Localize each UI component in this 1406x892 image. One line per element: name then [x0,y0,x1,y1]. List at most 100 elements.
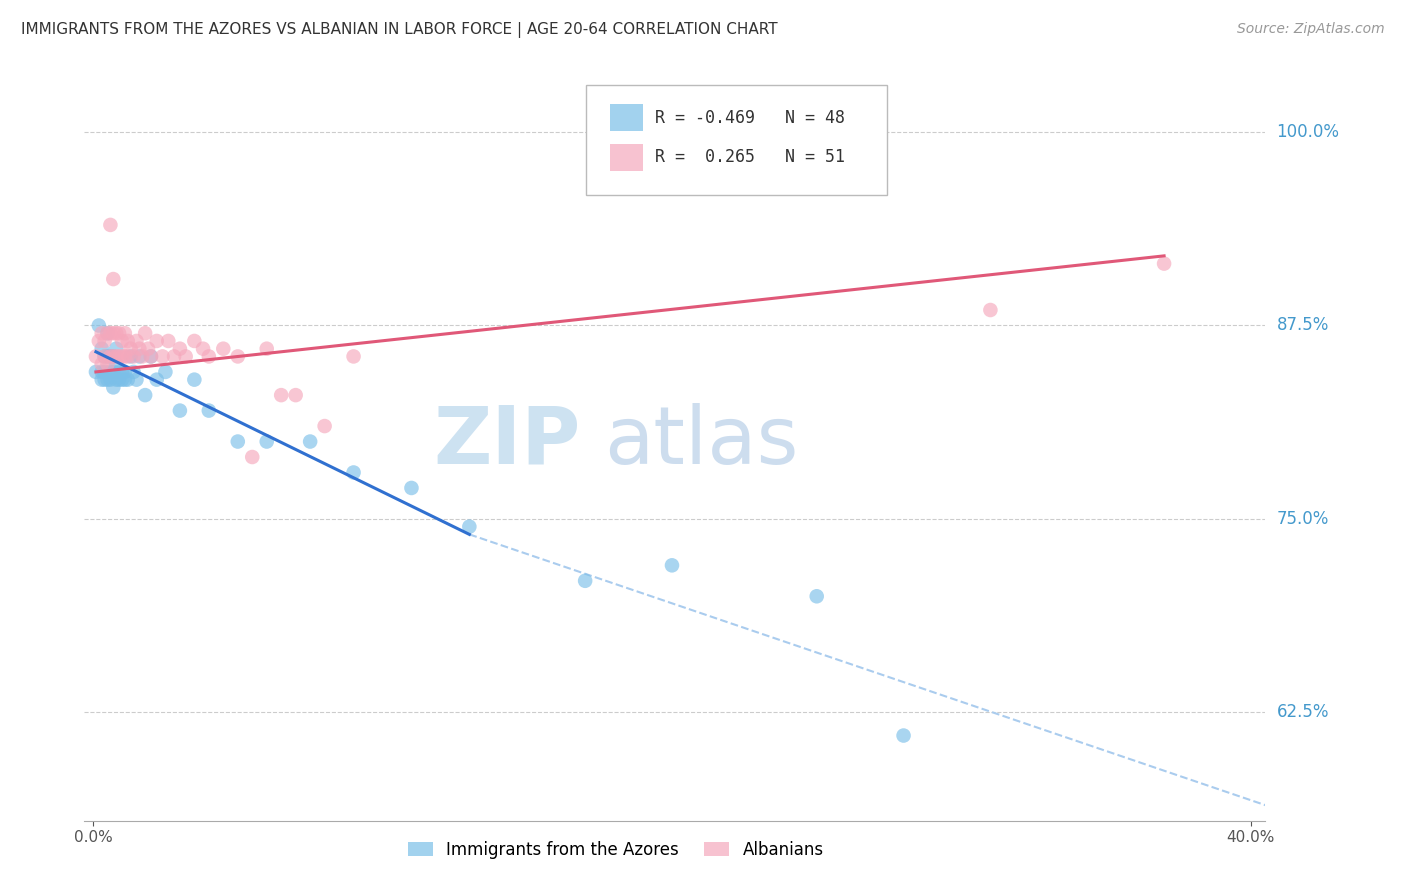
Point [105,373,128,387]
Point [90,365,112,379]
Point [105,357,128,371]
Point [342,350,364,364]
Point [96,326,118,341]
Point [90,342,112,356]
Point [128,350,150,364]
Point [87,334,110,348]
Point [111,365,134,379]
Point [93,350,115,364]
Point [90,326,112,341]
Point [163,350,186,364]
Point [270,388,292,402]
Point [114,350,136,364]
Point [93,350,115,364]
Point [128,342,150,356]
Point [114,326,136,341]
Point [96,350,118,364]
Text: atlas: atlas [605,402,799,481]
Point [105,350,128,364]
Point [93,365,115,379]
FancyBboxPatch shape [610,104,643,131]
Point [174,350,197,364]
Point [100,373,122,387]
Point [96,357,118,371]
Point [191,342,214,356]
Point [299,434,322,449]
Point [117,334,139,348]
Text: R = -0.469   N = 48: R = -0.469 N = 48 [655,109,845,127]
Point [212,342,235,356]
Point [145,334,167,348]
Point [125,373,148,387]
Point [111,373,134,387]
Point [105,342,128,356]
Point [103,380,125,394]
Point [100,350,122,364]
Point [134,388,156,402]
Point [1153,257,1175,271]
Point [117,350,139,364]
Legend: Immigrants from the Azores, Albanians: Immigrants from the Azores, Albanians [401,834,831,865]
Point [284,388,307,402]
Point [183,334,205,348]
Point [574,574,596,588]
Point [100,326,122,341]
Point [103,350,125,364]
Text: 62.5%: 62.5% [1277,703,1329,722]
Point [120,350,142,364]
Point [122,350,145,364]
Point [661,558,683,573]
Point [226,434,249,449]
Point [183,373,205,387]
FancyBboxPatch shape [586,85,887,195]
Point [103,350,125,364]
Point [155,365,177,379]
Point [103,365,125,379]
Point [100,218,122,232]
Text: ZIP: ZIP [433,402,581,481]
Point [145,373,167,387]
Point [111,334,134,348]
Point [108,373,131,387]
Text: Source: ZipAtlas.com: Source: ZipAtlas.com [1237,22,1385,37]
Point [152,350,174,364]
Point [100,350,122,364]
Text: R =  0.265   N = 51: R = 0.265 N = 51 [655,148,845,166]
Point [169,403,191,417]
Point [139,350,162,364]
Point [103,326,125,341]
Point [100,365,122,379]
Point [87,318,110,333]
Point [256,342,278,356]
Point [979,303,1001,318]
Point [96,326,118,341]
Point [169,342,191,356]
Point [105,326,128,341]
Point [226,350,249,364]
Text: 87.5%: 87.5% [1277,317,1329,334]
Point [240,450,263,464]
Point [458,519,481,533]
Text: 100.0%: 100.0% [1277,123,1340,141]
Point [90,373,112,387]
Point [93,334,115,348]
Text: IMMIGRANTS FROM THE AZORES VS ALBANIAN IN LABOR FORCE | AGE 20-64 CORRELATION CH: IMMIGRANTS FROM THE AZORES VS ALBANIAN I… [21,22,778,38]
Point [198,350,221,364]
Point [125,334,148,348]
Point [84,350,107,364]
Point [157,334,180,348]
Point [108,365,131,379]
Point [122,365,145,379]
Point [401,481,423,495]
Point [893,729,915,743]
Point [134,326,156,341]
Point [198,403,221,417]
Point [131,350,153,364]
Point [90,357,112,371]
Point [314,419,336,434]
Point [103,272,125,286]
Point [139,350,162,364]
Point [342,466,364,480]
Point [117,373,139,387]
Point [96,373,118,387]
